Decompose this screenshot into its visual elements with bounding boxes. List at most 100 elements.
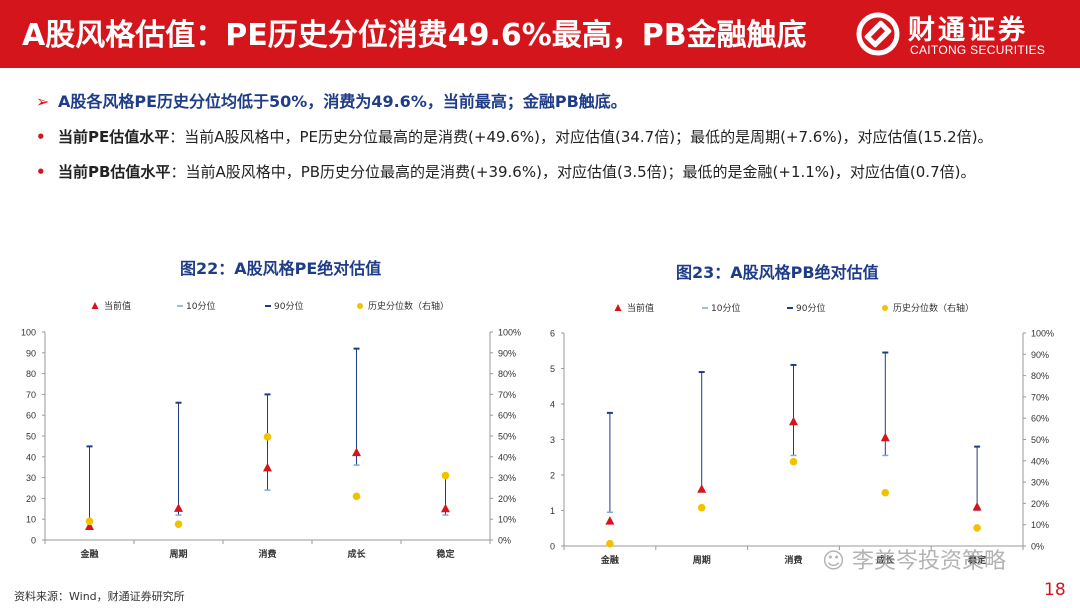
pb-summary: • 当前PB估值水平：当前A股风格中，PB历史分位最高的是消费(+39.6%)，对… bbox=[36, 161, 975, 182]
x-tick-label: 周期 bbox=[693, 554, 711, 566]
x-tick-label: 金融 bbox=[79, 548, 98, 560]
y-tick-label: 3 bbox=[550, 435, 555, 445]
y-tick-label: 4 bbox=[550, 400, 555, 410]
y2-tick-label: 90% bbox=[1031, 350, 1049, 360]
y2-tick-label: 60% bbox=[498, 411, 516, 421]
percentile-point bbox=[441, 471, 450, 480]
y2-tick-label: 0% bbox=[1031, 542, 1044, 552]
chart-title-pe: 图22：A股风格PE绝对估值 bbox=[180, 259, 382, 278]
legend-label: 90分位 bbox=[274, 300, 303, 312]
y-tick-label: 50 bbox=[26, 432, 36, 442]
current-value-marker bbox=[85, 521, 94, 530]
y-tick-label: 90 bbox=[26, 348, 36, 358]
x-tick-label: 金融 bbox=[600, 554, 619, 566]
x-tick-label: 周期 bbox=[169, 548, 187, 560]
y-tick-label: 2 bbox=[550, 471, 555, 481]
current-value-marker bbox=[441, 503, 450, 513]
watermark: ☺ 李美岑投资策略 bbox=[822, 543, 1006, 575]
y2-tick-label: 80% bbox=[1031, 371, 1049, 381]
pb-label: 当前PB估值水平 bbox=[58, 163, 171, 181]
y2-tick-label: 90% bbox=[498, 348, 516, 358]
y-tick-label: 80 bbox=[26, 369, 36, 379]
x-tick-label: 稳定 bbox=[436, 548, 455, 560]
y2-tick-label: 40% bbox=[498, 452, 516, 462]
y-tick-label: 0 bbox=[31, 536, 36, 546]
y2-tick-label: 30% bbox=[498, 473, 516, 483]
x-tick-label: 成长 bbox=[876, 554, 895, 566]
y2-tick-label: 100% bbox=[1031, 329, 1054, 339]
page-number: 18 bbox=[1044, 580, 1066, 600]
x-tick-label: 稳定 bbox=[968, 554, 987, 566]
y-tick-label: 10 bbox=[26, 515, 36, 525]
x-tick-label: 消费 bbox=[258, 548, 276, 560]
pe-text: ：当前A股风格中，PE历史分位最高的是消费(+49.6%)，对应估值(34.7倍… bbox=[169, 128, 993, 146]
pb-text: ：当前A股风格中，PB历史分位最高的是消费(+39.6%)，对应估值(3.5倍)… bbox=[170, 163, 976, 181]
y-tick-label: 20 bbox=[26, 494, 36, 504]
percentile-point bbox=[352, 492, 361, 501]
y-tick-label: 40 bbox=[26, 452, 36, 462]
current-value-marker bbox=[352, 447, 361, 457]
y2-tick-label: 70% bbox=[498, 390, 516, 400]
y-tick-label: 0 bbox=[550, 542, 555, 552]
percentile-point bbox=[263, 433, 272, 441]
y2-tick-label: 20% bbox=[1031, 499, 1049, 509]
y2-tick-label: 50% bbox=[498, 432, 516, 442]
header-bar: A股风格估值：PE历史分位消费49.6%最高，PB金融触底 财通证券 CAITO… bbox=[0, 0, 1080, 68]
page-title: A股风格估值：PE历史分位消费49.6%最高，PB金融触底 bbox=[22, 18, 807, 53]
legend-label: 当前值 bbox=[627, 302, 654, 314]
legend-label: 10分位 bbox=[711, 302, 740, 314]
dot-bullet-icon: • bbox=[36, 128, 46, 146]
summary-headline: ➢ A股各风格PE历史分位均低于50%，消费为49.6%，当前最高；金融PB触底。 bbox=[36, 88, 627, 112]
percentile-point bbox=[973, 524, 981, 532]
legend-pct-icon bbox=[882, 305, 888, 311]
watermark-text: 李美岑投资策略 bbox=[851, 549, 1006, 574]
current-value-marker bbox=[697, 484, 707, 493]
percentile-point bbox=[606, 539, 614, 548]
legend-current-icon bbox=[614, 304, 622, 311]
current-value-marker bbox=[880, 432, 890, 442]
current-value-marker bbox=[789, 416, 798, 426]
current-value-marker bbox=[263, 462, 272, 472]
headline-text: A股各风格PE历史分位均低于50%，消费为49.6%，当前最高；金融PB触底。 bbox=[58, 92, 627, 111]
wechat-icon: ☺ bbox=[822, 549, 852, 574]
y-tick-label: 100 bbox=[21, 328, 36, 338]
y-tick-label: 5 bbox=[550, 364, 555, 374]
legend-pct-icon bbox=[357, 303, 363, 309]
y2-tick-label: 20% bbox=[498, 494, 516, 504]
chart-title-pb: 图23：A股风格PB绝对估值 bbox=[676, 263, 879, 282]
legend-label: 历史分位数（右轴） bbox=[893, 302, 974, 314]
legend-label: 90分位 bbox=[796, 302, 825, 314]
legend-label: 历史分位数（右轴） bbox=[368, 300, 449, 312]
pe-label: 当前PE估值水平 bbox=[58, 128, 170, 146]
y2-tick-label: 40% bbox=[1031, 456, 1049, 466]
percentile-point bbox=[881, 488, 890, 497]
arrow-bullet-icon: ➢ bbox=[36, 92, 50, 111]
percentile-point bbox=[85, 517, 94, 526]
brand-name-en: CAITONG SECURITIES bbox=[910, 43, 1046, 57]
legend-current-icon bbox=[91, 302, 99, 309]
x-tick-label: 成长 bbox=[347, 548, 366, 560]
pe-summary: • 当前PE估值水平：当前A股风格中，PE历史分位最高的是消费(+49.6%)，对… bbox=[36, 126, 993, 147]
y2-tick-label: 0% bbox=[498, 536, 511, 546]
percentile-point bbox=[174, 520, 183, 528]
legend-label: 10分位 bbox=[186, 300, 215, 312]
legend-label: 当前值 bbox=[104, 300, 131, 312]
y2-tick-label: 10% bbox=[498, 515, 516, 525]
current-value-marker bbox=[972, 501, 982, 511]
y2-tick-label: 50% bbox=[1031, 435, 1049, 445]
y2-tick-label: 70% bbox=[1031, 392, 1049, 402]
y-tick-label: 30 bbox=[26, 473, 36, 483]
dot-bullet-icon: • bbox=[36, 163, 46, 181]
pb-valuation-chart: 01234560%10%20%30%40%50%60%70%80%90%100%… bbox=[550, 302, 1054, 566]
percentile-point bbox=[697, 503, 706, 512]
caitong-logo-icon bbox=[856, 12, 900, 56]
brand-name: 财通证券 bbox=[908, 15, 1028, 46]
x-tick-label: 消费 bbox=[784, 554, 802, 566]
pe-valuation-chart: 0 10 20 30 40 50 60 70 80 90 100 0% 10% 20% 30% 40% 50% 6… bbox=[21, 300, 521, 560]
source-note: 资料来源：Wind，财通证券研究所 bbox=[14, 590, 185, 603]
y-tick-label: 70 bbox=[26, 390, 36, 400]
y2-tick-label: 80% bbox=[498, 369, 516, 379]
current-value-marker bbox=[174, 503, 183, 512]
percentile-point bbox=[789, 457, 798, 466]
y-tick-label: 60 bbox=[26, 411, 36, 421]
